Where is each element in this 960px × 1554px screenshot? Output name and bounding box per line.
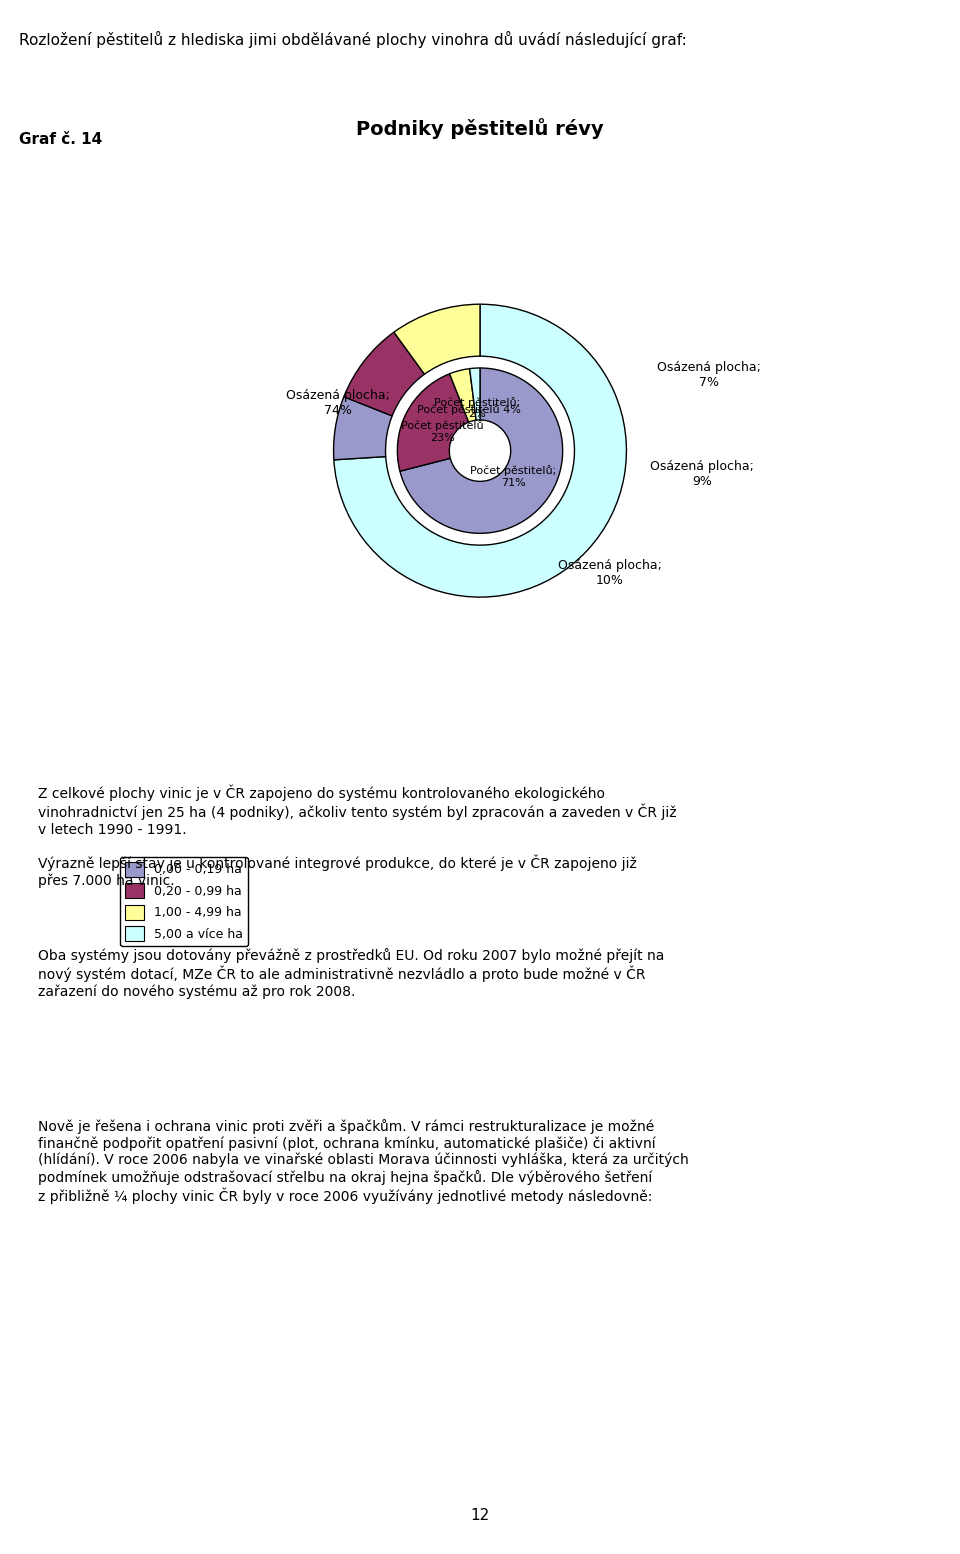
Text: Rozložení pěstitelů z hlediska jimi obdělávané plochy vinohra dů uvádí následují: Rozložení pěstitelů z hlediska jimi obdě… (19, 31, 687, 48)
Text: 12: 12 (470, 1507, 490, 1523)
Wedge shape (469, 368, 480, 420)
Text: Počet pěstitelů;
2%: Počet pěstitelů; 2% (434, 396, 520, 420)
Wedge shape (397, 375, 468, 471)
Text: Osázená plocha;
7%: Osázená plocha; 7% (658, 361, 761, 388)
Text: Počet pěstitelů;
71%: Počet pěstitelů; 71% (470, 466, 557, 488)
Wedge shape (449, 368, 476, 423)
Wedge shape (344, 333, 424, 416)
Text: Osázená plocha;
10%: Osázená plocha; 10% (558, 559, 661, 587)
Text: Nově je řešena i ochrana vinic proti zvěři a špačkům. V rámci restrukturalizace : Nově je řešena i ochrana vinic proti zvě… (38, 1119, 689, 1204)
Legend: 0,00 - 0,19 ha, 0,20 - 0,99 ha, 1,00 - 4,99 ha, 5,00 a více ha: 0,00 - 0,19 ha, 0,20 - 0,99 ha, 1,00 - 4… (120, 856, 248, 946)
Text: Výrazně lepší stav je u kontrolované integrové produkce, do které je v ČR zapoje: Výrazně lepší stav je u kontrolované int… (38, 855, 637, 887)
Text: Z celkové plochy vinic je v ČR zapojeno do systému kontrolovaného ekologického
v: Z celkové plochy vinic je v ČR zapojeno … (38, 785, 677, 836)
Text: Počet pěstitelů
23%: Počet pěstitelů 23% (401, 420, 484, 443)
Wedge shape (334, 305, 627, 597)
Text: Počet pěstitelů 4%: Počet pěstitelů 4% (418, 404, 521, 415)
Text: Osázená plocha;
74%: Osázená plocha; 74% (286, 390, 390, 418)
Wedge shape (333, 396, 392, 460)
Text: Osázená plocha;
9%: Osázená plocha; 9% (650, 460, 754, 488)
Wedge shape (400, 368, 563, 533)
Text: Oba systémy jsou dotovány převážně z prostředků EU. Od roku 2007 bylo možné přej: Oba systémy jsou dotovány převážně z pro… (38, 948, 664, 999)
Title: Podniky pěstitelů révy: Podniky pěstitelů révy (356, 118, 604, 138)
Wedge shape (394, 305, 480, 375)
Text: Graf č. 14: Graf č. 14 (19, 132, 103, 148)
